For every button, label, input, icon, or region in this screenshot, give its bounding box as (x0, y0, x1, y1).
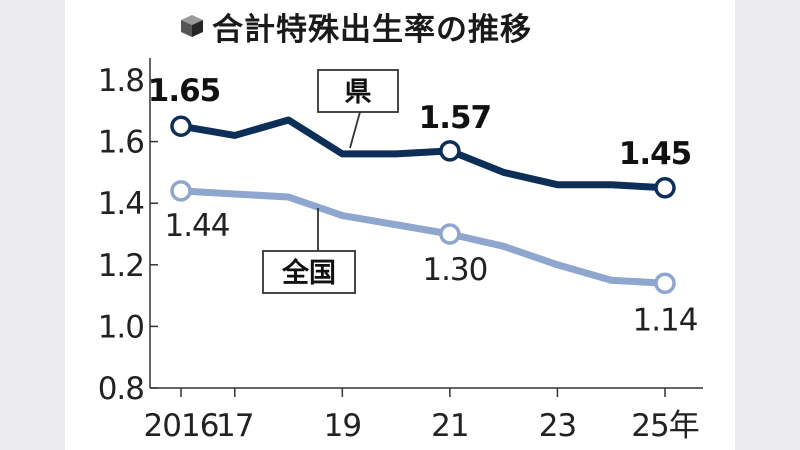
data-label: 1.45 (619, 136, 692, 172)
x-tick-label: 25年 (631, 408, 698, 444)
series-line-national (177, 187, 669, 287)
left-margin (0, 0, 65, 450)
callout-leader (349, 111, 361, 149)
y-tick-label: 1.2 (98, 248, 144, 284)
y-tick-label: 1.8 (98, 63, 144, 99)
data-label: 1.44 (164, 208, 229, 244)
series-line-prefecture (177, 116, 669, 192)
y-tick-label: 0.8 (98, 371, 144, 407)
cube-icon (181, 15, 203, 37)
x-tick-label: 21 (431, 408, 468, 444)
series-label: 全国 (281, 257, 336, 289)
x-tick-label: 2016 (144, 408, 219, 444)
chart-title-area: 合計特殊出生率の推移 (178, 4, 532, 48)
series-callout-prefecture: 県 (317, 69, 399, 149)
data-label: 1.57 (419, 100, 492, 136)
y-tick-label: 1.6 (98, 125, 144, 161)
callout-box (317, 69, 399, 113)
data-point-marker (170, 180, 192, 202)
x-tick-label: 23 (539, 408, 576, 444)
data-label: 1.14 (632, 302, 697, 338)
data-point-marker (170, 115, 192, 137)
y-tick-label: 1.4 (98, 186, 144, 222)
y-tick-label: 1.0 (98, 309, 144, 345)
series-label: 県 (345, 77, 372, 108)
series-callout-national: 全国 (262, 208, 356, 294)
x-tick-label: 19 (324, 408, 361, 444)
right-margin (735, 0, 800, 450)
data-point-marker (654, 272, 676, 295)
chart-title: 合計特殊出生率の推移 (212, 11, 532, 48)
data-label: 1.30 (422, 252, 487, 288)
x-tick-label: 17 (216, 408, 253, 444)
data-point-marker (439, 223, 461, 245)
data-point-marker (439, 140, 461, 162)
data-label: 1.65 (148, 73, 221, 109)
data-point-marker (654, 177, 676, 199)
callout-box (262, 250, 356, 294)
